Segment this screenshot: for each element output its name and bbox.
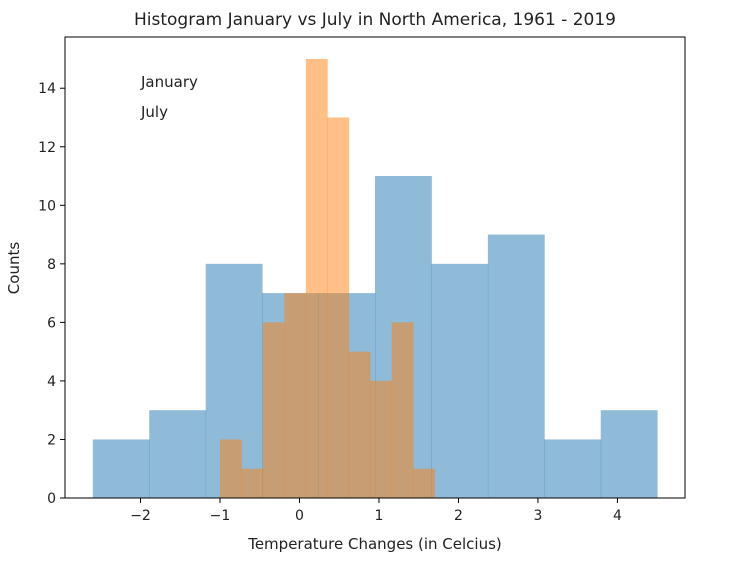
july-bar-6: [348, 351, 371, 498]
x-axis-ticks: −2 −1 0 1 2 3 4: [130, 498, 622, 524]
july-bar-0: [220, 439, 242, 498]
y-tick-label: 0: [47, 491, 56, 507]
january-bar-1: [149, 410, 207, 498]
january-bar-7: [487, 234, 545, 498]
july-bar-2: [262, 322, 285, 498]
y-tick-label: 12: [38, 140, 56, 156]
x-tick-label: 1: [375, 508, 384, 524]
y-tick-label: 4: [47, 374, 56, 390]
x-tick-label: 2: [454, 508, 463, 524]
x-tick-label: 3: [533, 508, 542, 524]
annotation-july: July: [140, 103, 168, 121]
july-bar-3: [284, 293, 307, 498]
july-bar-5: [327, 117, 350, 499]
y-tick-label: 8: [47, 257, 56, 273]
x-tick-label: 0: [295, 508, 304, 524]
y-axis-label: Counts: [5, 242, 23, 295]
y-tick-label: 10: [38, 198, 56, 214]
july-bar-9: [413, 468, 436, 498]
july-bar-7: [370, 380, 393, 498]
x-axis-label: Temperature Changes (in Celcius): [247, 535, 502, 553]
y-tick-label: 14: [38, 81, 56, 97]
january-bar-8: [544, 439, 602, 498]
july-series: [220, 58, 436, 499]
x-tick-label: −1: [210, 508, 231, 524]
y-tick-label: 2: [47, 432, 56, 448]
july-bar-4: [305, 58, 328, 498]
annotation-january: January: [140, 73, 198, 91]
y-tick-label: 6: [47, 315, 56, 331]
july-bar-8: [391, 322, 414, 498]
y-axis-ticks: 0 2 4 6 8 10 12 14: [38, 81, 65, 507]
january-bar-9: [600, 410, 658, 498]
july-bar-1: [241, 468, 264, 498]
x-tick-label: −2: [130, 508, 151, 524]
january-bar-6: [431, 263, 489, 498]
chart-title: Histogram January vs July in North Ameri…: [134, 10, 616, 30]
january-bar-0: [92, 439, 150, 498]
x-tick-label: 4: [613, 508, 622, 524]
plot-frame: [64, 36, 686, 499]
